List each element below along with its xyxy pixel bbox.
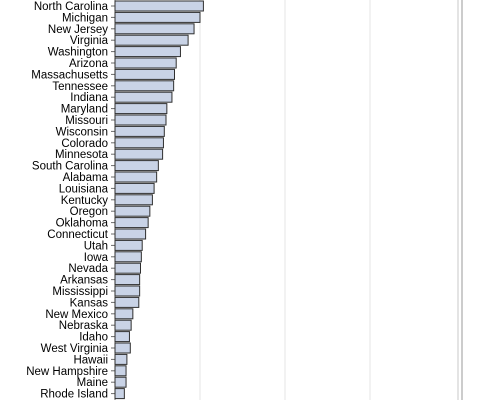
bar — [114, 23, 195, 35]
category-label: North Carolina — [34, 1, 109, 13]
bar — [114, 68, 175, 80]
bar — [114, 57, 177, 69]
category-label: Connecticut — [47, 229, 109, 241]
bar — [114, 319, 132, 331]
category-label: Indiana — [70, 92, 108, 104]
bar — [114, 114, 167, 126]
bar — [114, 262, 141, 274]
bar — [114, 228, 147, 240]
bar — [114, 46, 181, 58]
category-label: Virginia — [70, 35, 109, 47]
bar — [114, 103, 168, 115]
category-label: Colorado — [61, 138, 108, 150]
category-label: Oklahoma — [56, 218, 109, 230]
bar — [114, 274, 141, 286]
category-label: Nevada — [68, 263, 108, 275]
category-label: Idaho — [79, 332, 108, 344]
category-label: Kansas — [70, 297, 109, 309]
bar — [114, 353, 128, 365]
category-label: Tennessee — [52, 81, 108, 93]
category-label: Arizona — [69, 58, 109, 70]
category-label: Oregon — [70, 206, 108, 218]
bar — [114, 171, 158, 183]
bar — [114, 91, 173, 103]
category-label: Mississippi — [52, 286, 108, 298]
bar — [114, 388, 125, 400]
bar — [114, 34, 189, 46]
category-label: New Jersey — [48, 24, 108, 36]
bar — [114, 182, 155, 194]
bar — [114, 365, 127, 377]
bar — [114, 160, 159, 172]
category-label: Minnesota — [55, 149, 109, 161]
category-label: Missouri — [65, 115, 108, 127]
bar — [114, 331, 130, 343]
category-label: South Carolina — [32, 161, 109, 173]
category-label: Washington — [48, 47, 108, 59]
bar — [114, 296, 140, 308]
bar — [114, 11, 201, 23]
category-label: New Hampshire — [26, 366, 108, 378]
bar — [114, 239, 143, 251]
category-label: Michigan — [62, 12, 108, 24]
bar — [114, 342, 131, 354]
category-label: West Virginia — [41, 343, 109, 355]
bar — [114, 194, 153, 206]
category-label: Nebraska — [59, 320, 109, 332]
bar — [114, 137, 164, 149]
bar — [114, 205, 151, 217]
bar — [114, 285, 141, 297]
bar — [114, 217, 149, 229]
bar — [114, 80, 175, 92]
category-label: Maine — [77, 377, 108, 389]
category-label: Wisconsin — [56, 126, 108, 138]
category-label: Iowa — [84, 252, 109, 264]
category-label: Utah — [84, 240, 108, 252]
category-label: New Mexico — [45, 309, 108, 321]
category-label: Kentucky — [61, 195, 109, 207]
category-label: Hawaii — [73, 354, 108, 366]
bar — [114, 125, 165, 137]
category-label: Louisiana — [59, 183, 109, 195]
category-label: Arkansas — [60, 275, 108, 287]
category-label: Alabama — [63, 172, 109, 184]
category-label: Rhode Island — [40, 389, 108, 400]
bar — [114, 308, 134, 320]
category-label: Massachusetts — [31, 69, 108, 81]
bar — [114, 251, 142, 263]
bar — [114, 0, 204, 12]
category-label: Maryland — [61, 104, 108, 116]
bar — [114, 376, 127, 388]
bar — [114, 148, 164, 160]
